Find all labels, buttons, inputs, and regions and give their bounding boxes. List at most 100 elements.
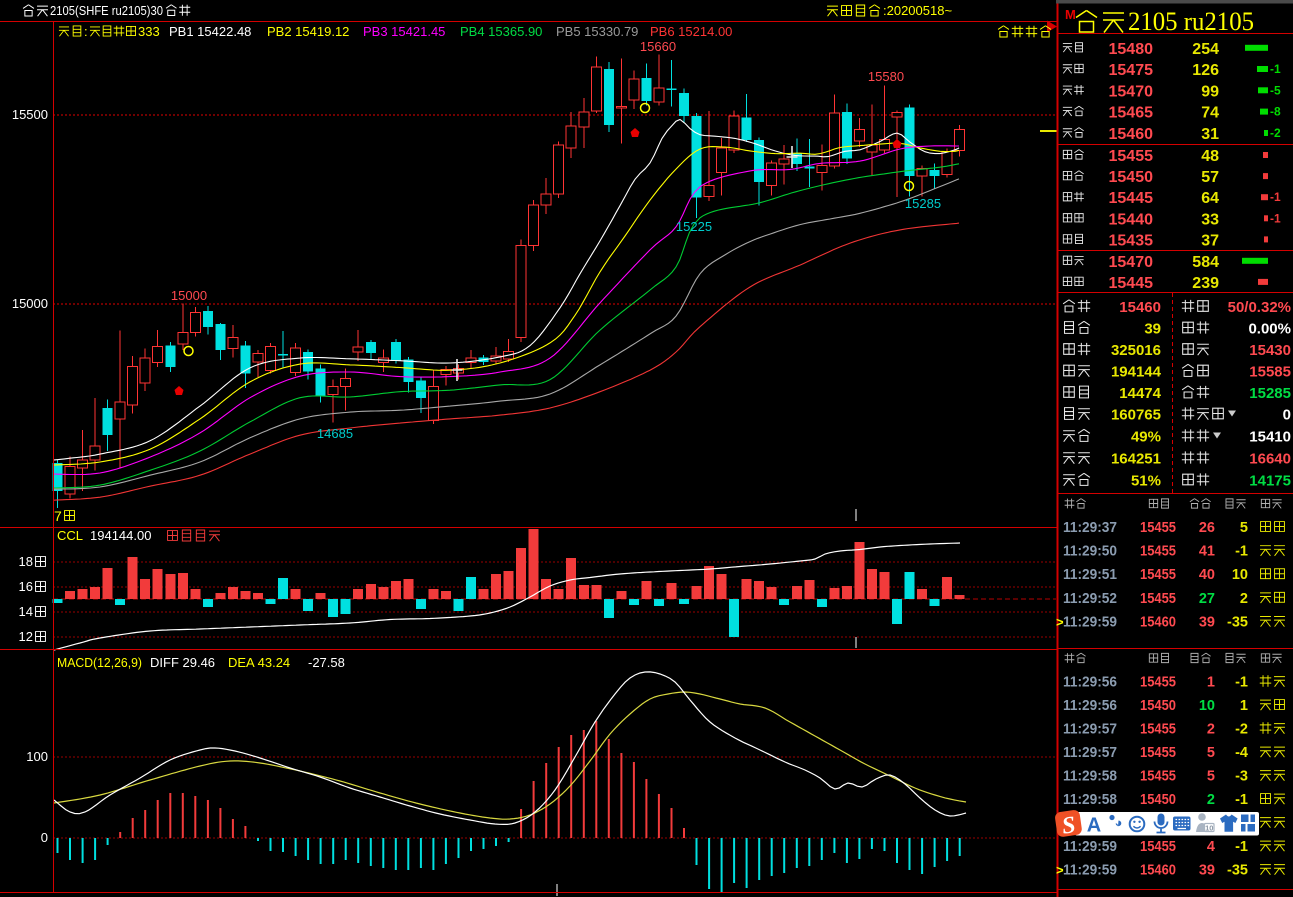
- svg-text:49%: 49%: [1131, 429, 1161, 446]
- svg-text:15500: 15500: [12, 107, 48, 122]
- svg-text:PB4 15365.90: PB4 15365.90: [460, 24, 542, 39]
- svg-text:5: 5: [1207, 745, 1215, 761]
- svg-text::: :: [84, 24, 88, 39]
- svg-text:239: 239: [1192, 275, 1219, 292]
- svg-text:-2: -2: [1235, 722, 1248, 738]
- svg-text:PB6 15214.00: PB6 15214.00: [650, 24, 732, 39]
- svg-text:0: 0: [41, 830, 48, 845]
- svg-text:194144.00: 194144.00: [90, 528, 151, 543]
- svg-text:-5: -5: [1270, 83, 1281, 97]
- svg-text:41: 41: [1199, 544, 1215, 560]
- svg-text:5: 5: [1207, 769, 1215, 785]
- svg-text:74: 74: [1201, 105, 1219, 122]
- svg-text:4: 4: [1207, 839, 1215, 855]
- svg-text:15455: 15455: [1140, 769, 1176, 785]
- svg-text:14474: 14474: [1119, 385, 1161, 402]
- svg-text:0.00%: 0.00%: [1248, 321, 1291, 338]
- svg-text:16: 16: [19, 579, 33, 594]
- svg-text:15460: 15460: [1119, 299, 1161, 316]
- svg-text:27: 27: [1199, 591, 1215, 607]
- svg-text:11:29:37: 11:29:37: [1063, 520, 1117, 536]
- svg-text:15000: 15000: [171, 288, 207, 303]
- svg-text:333: 333: [138, 24, 160, 39]
- svg-text:-27.58: -27.58: [308, 655, 345, 670]
- svg-text:-1: -1: [1235, 544, 1248, 560]
- svg-text:10: 10: [1232, 567, 1248, 583]
- svg-text:11:29:59: 11:29:59: [1063, 863, 1117, 879]
- svg-text:100: 100: [26, 749, 48, 764]
- svg-text:254: 254: [1192, 41, 1219, 58]
- svg-text:15480: 15480: [1109, 41, 1154, 58]
- svg-text:325016: 325016: [1111, 342, 1161, 359]
- svg-text:39: 39: [1199, 863, 1215, 879]
- svg-text:2105(SHFE ru2105)30: 2105(SHFE ru2105)30: [50, 3, 163, 18]
- svg-text:CCL: CCL: [57, 528, 83, 543]
- svg-text:-1: -1: [1235, 675, 1248, 691]
- svg-text:11:29:58: 11:29:58: [1063, 769, 1117, 785]
- svg-text:S: S: [1060, 812, 1077, 840]
- svg-text:15465: 15465: [1109, 105, 1154, 122]
- svg-text:-2: -2: [1270, 126, 1281, 140]
- svg-text:15455: 15455: [1109, 148, 1154, 165]
- svg-text:-1: -1: [1235, 839, 1248, 855]
- svg-text:14175: 14175: [1249, 473, 1291, 490]
- svg-text:15450: 15450: [1109, 169, 1154, 186]
- svg-text:50/0.32%: 50/0.32%: [1228, 299, 1291, 316]
- svg-text:160765: 160765: [1111, 407, 1161, 424]
- svg-text:-1: -1: [1235, 792, 1248, 808]
- svg-text:99: 99: [1201, 83, 1219, 100]
- svg-text:11:29:59: 11:29:59: [1063, 614, 1117, 630]
- svg-text:11:29:56: 11:29:56: [1063, 698, 1117, 714]
- svg-text:>: >: [1056, 614, 1064, 629]
- svg-text:2: 2: [1240, 591, 1248, 607]
- svg-text:7: 7: [54, 508, 62, 524]
- svg-text:5: 5: [1240, 520, 1248, 536]
- svg-text:15455: 15455: [1140, 567, 1176, 583]
- svg-text:1: 1: [1207, 675, 1215, 691]
- svg-text:11:29:57: 11:29:57: [1063, 722, 1117, 738]
- svg-text:MACD(12,26,9): MACD(12,26,9): [57, 655, 142, 670]
- svg-text:15285: 15285: [1249, 385, 1291, 402]
- svg-text:2: 2: [1207, 792, 1215, 808]
- svg-text:-35: -35: [1227, 614, 1248, 630]
- svg-text:15460: 15460: [1109, 126, 1154, 143]
- svg-text:37: 37: [1201, 232, 1219, 249]
- svg-text:64: 64: [1201, 190, 1219, 207]
- svg-text:33: 33: [1201, 211, 1219, 228]
- svg-text:16640: 16640: [1249, 451, 1291, 468]
- svg-text:126: 126: [1192, 62, 1219, 79]
- svg-text:18: 18: [19, 554, 33, 569]
- svg-text:39: 39: [1144, 321, 1161, 338]
- svg-text:DEA 43.24: DEA 43.24: [228, 655, 290, 670]
- svg-text:12: 12: [19, 629, 33, 644]
- svg-text:15455: 15455: [1140, 544, 1176, 560]
- svg-text:11:29:56: 11:29:56: [1063, 675, 1117, 691]
- svg-text:A: A: [1087, 815, 1101, 837]
- svg-text:15470: 15470: [1109, 254, 1154, 271]
- svg-text:15460: 15460: [1140, 614, 1176, 630]
- svg-text:48: 48: [1201, 148, 1219, 165]
- svg-text:14: 14: [19, 604, 33, 619]
- svg-text:-35: -35: [1227, 863, 1248, 879]
- svg-text:164251: 164251: [1111, 451, 1161, 468]
- svg-text:15285: 15285: [905, 196, 941, 211]
- svg-text:DIFF 29.46: DIFF 29.46: [150, 655, 215, 670]
- svg-text:11:29:58: 11:29:58: [1063, 792, 1117, 808]
- svg-text:40: 40: [1199, 567, 1215, 583]
- svg-text:15455: 15455: [1140, 745, 1176, 761]
- svg-text:15410: 15410: [1249, 429, 1291, 446]
- svg-text:15455: 15455: [1140, 839, 1176, 855]
- svg-text:14685: 14685: [317, 426, 353, 441]
- svg-text:15470: 15470: [1109, 83, 1154, 100]
- svg-text:1: 1: [1240, 698, 1248, 714]
- svg-text:15000: 15000: [12, 296, 48, 311]
- svg-text:M: M: [1065, 7, 1076, 22]
- svg-text:15435: 15435: [1109, 232, 1154, 249]
- svg-text:11:29:51: 11:29:51: [1063, 567, 1117, 583]
- svg-text:15440: 15440: [1109, 211, 1154, 228]
- svg-text:11:29:50: 11:29:50: [1063, 544, 1117, 560]
- svg-text:26: 26: [1199, 520, 1215, 536]
- svg-text:11:29:59: 11:29:59: [1063, 839, 1117, 855]
- svg-text:11:29:52: 11:29:52: [1063, 591, 1117, 607]
- svg-text:584: 584: [1192, 254, 1219, 271]
